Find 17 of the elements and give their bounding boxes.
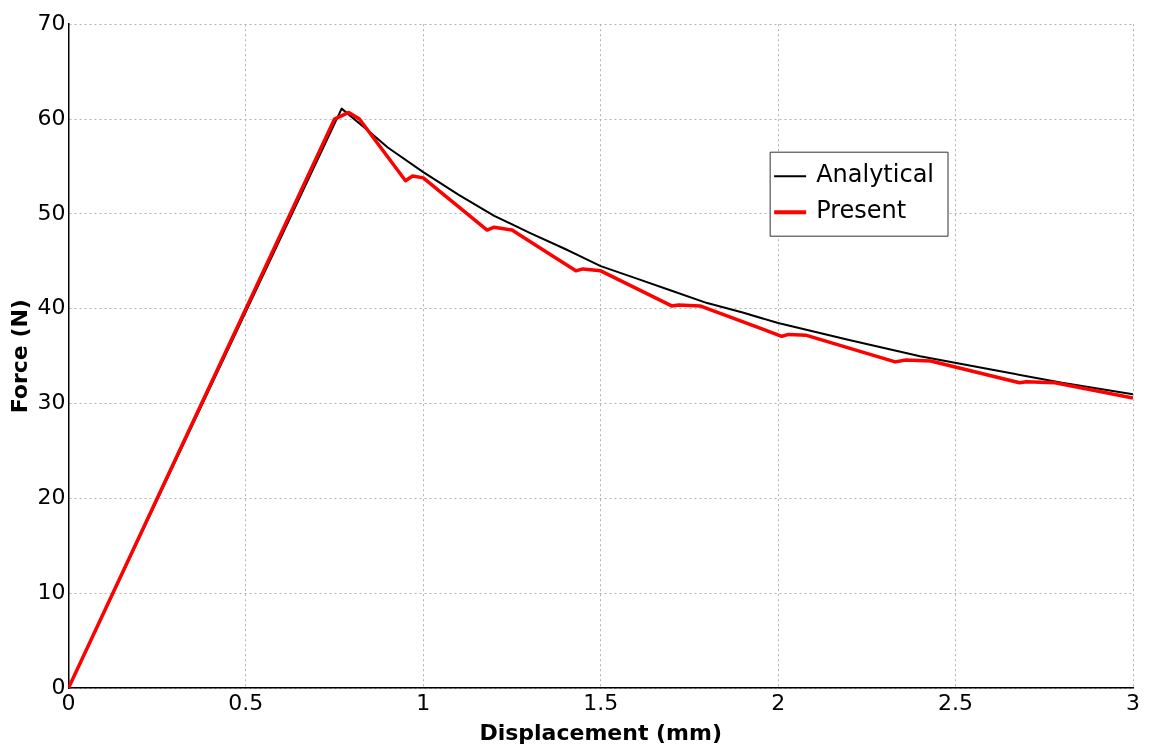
x-tick-label: 0.5 — [228, 690, 264, 716]
y-tick-label: 30 — [37, 389, 66, 415]
x-tick-label: 1 — [416, 690, 431, 716]
y-tick-label: 40 — [37, 294, 66, 320]
x-tick-label: 2.5 — [938, 690, 974, 716]
x-tick-label: 1.5 — [583, 690, 619, 716]
x-axis-title: Displacement (mm) — [479, 719, 723, 745]
y-tick-label: 20 — [37, 484, 66, 510]
y-tick-label: 10 — [37, 579, 66, 605]
y-axis-title: Force (N) — [6, 299, 32, 414]
x-tick-label: 2 — [771, 690, 786, 716]
x-tick-label: 3 — [1126, 690, 1140, 716]
y-tick-label: 60 — [37, 104, 66, 130]
y-tick-label: 50 — [37, 199, 66, 225]
y-tick-label: 70 — [37, 9, 66, 35]
legend-label: Analytical — [816, 160, 934, 189]
legend-label: Present — [816, 196, 907, 225]
